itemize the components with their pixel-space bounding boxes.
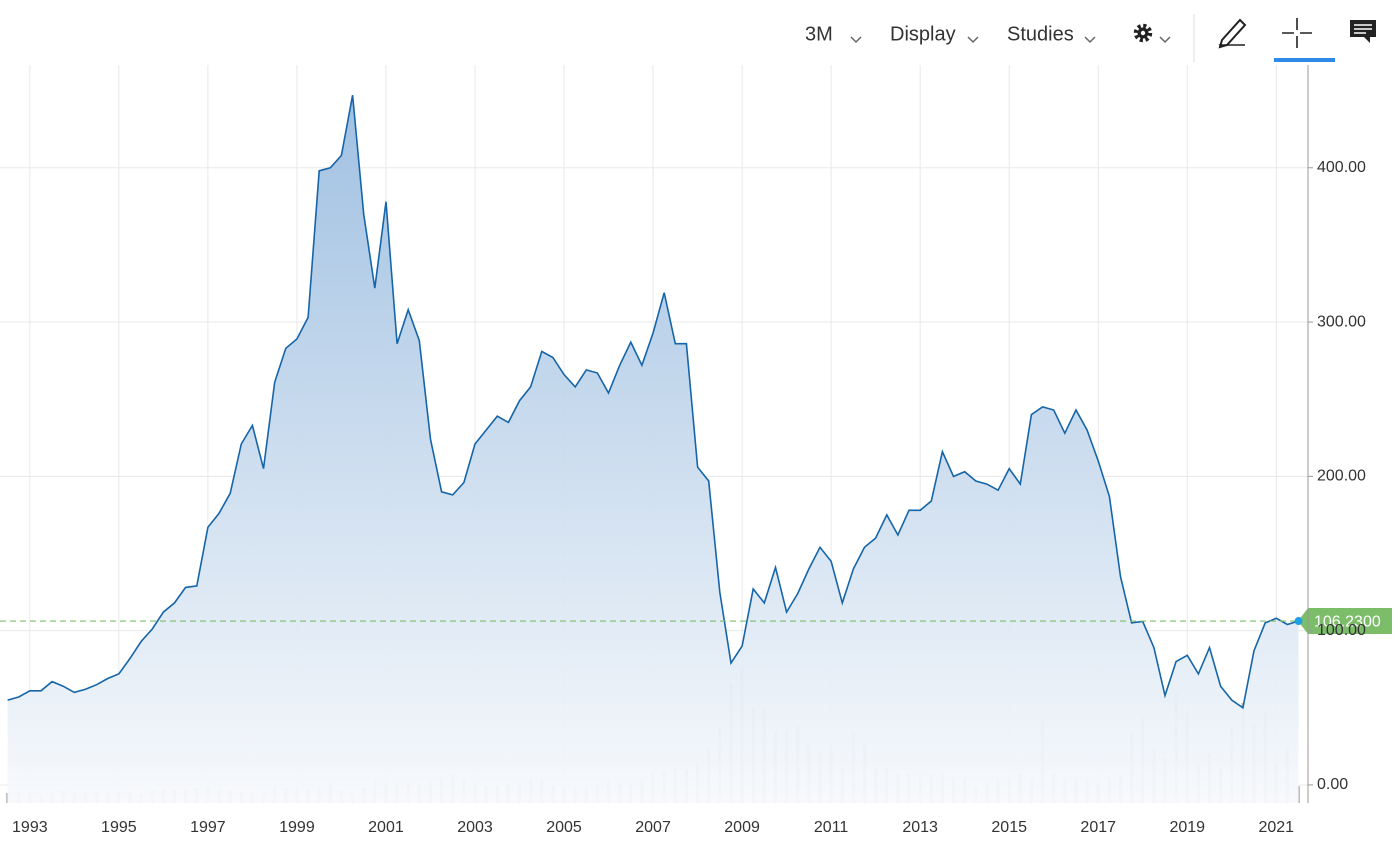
x-tick-label: 2005 (546, 819, 582, 836)
x-tick-label: 2009 (724, 819, 760, 836)
price-line (7, 95, 1299, 710)
chevron (1084, 36, 1096, 44)
y-tick-label: 0.00 (1317, 776, 1348, 793)
x-tick-label: 2015 (991, 819, 1027, 836)
crosshair-icon (1282, 18, 1312, 48)
x-tick-label: 2001 (368, 819, 404, 836)
display-button[interactable]: Display (890, 23, 956, 45)
chevron (967, 36, 979, 44)
y-tick-label: 200.00 (1317, 468, 1366, 485)
plot: 106.2300 (0, 95, 1392, 803)
period-button[interactable]: 3M (805, 23, 833, 45)
active-indicator (1274, 58, 1335, 62)
last-price-label: 106.2300 (1314, 613, 1381, 630)
settings-button[interactable] (1133, 23, 1171, 44)
x-tick-label: 2019 (1169, 819, 1205, 836)
chevron (1159, 36, 1171, 44)
comment-icon (1350, 20, 1376, 43)
last-price-dot (1294, 617, 1303, 626)
y-tick-label: 300.00 (1317, 313, 1366, 330)
draw-button[interactable] (1218, 18, 1247, 49)
chevron (850, 36, 862, 44)
x-tick-label: 2017 (1080, 819, 1116, 836)
toolbar: 3M Display Studies (805, 14, 1376, 62)
studies-button[interactable]: Studies (1007, 23, 1074, 45)
pencil-icon (1218, 18, 1247, 49)
comment-button[interactable] (1350, 20, 1376, 43)
axes: 1993 1995 1997 1999 2001 2003 2005 2007 2009 2011… (12, 65, 1366, 836)
x-tick-label: 1997 (190, 819, 226, 836)
last-price-badge (1298, 608, 1392, 635)
area-fill (7, 95, 1299, 803)
gear (1140, 30, 1146, 36)
volume-bar (6, 793, 10, 803)
volume-bar (1297, 786, 1301, 803)
x-tick-label: 2011 (814, 819, 849, 836)
x-tick-label: 1993 (12, 819, 48, 836)
y-tick-label: 400.00 (1317, 159, 1366, 176)
x-tick-label: 2013 (902, 819, 938, 836)
x-tick-label: 1995 (101, 819, 137, 836)
comment-icon (1354, 24, 1372, 34)
y-tick-label: 100.00 (1317, 622, 1366, 639)
x-tick-label: 1999 (279, 819, 315, 836)
gear (1133, 23, 1153, 43)
x-tick-label: 2007 (635, 819, 671, 836)
x-tick-label: 2003 (457, 819, 493, 836)
x-tick-label: 2021 (1258, 819, 1294, 836)
crosshair-button[interactable] (1274, 18, 1335, 62)
